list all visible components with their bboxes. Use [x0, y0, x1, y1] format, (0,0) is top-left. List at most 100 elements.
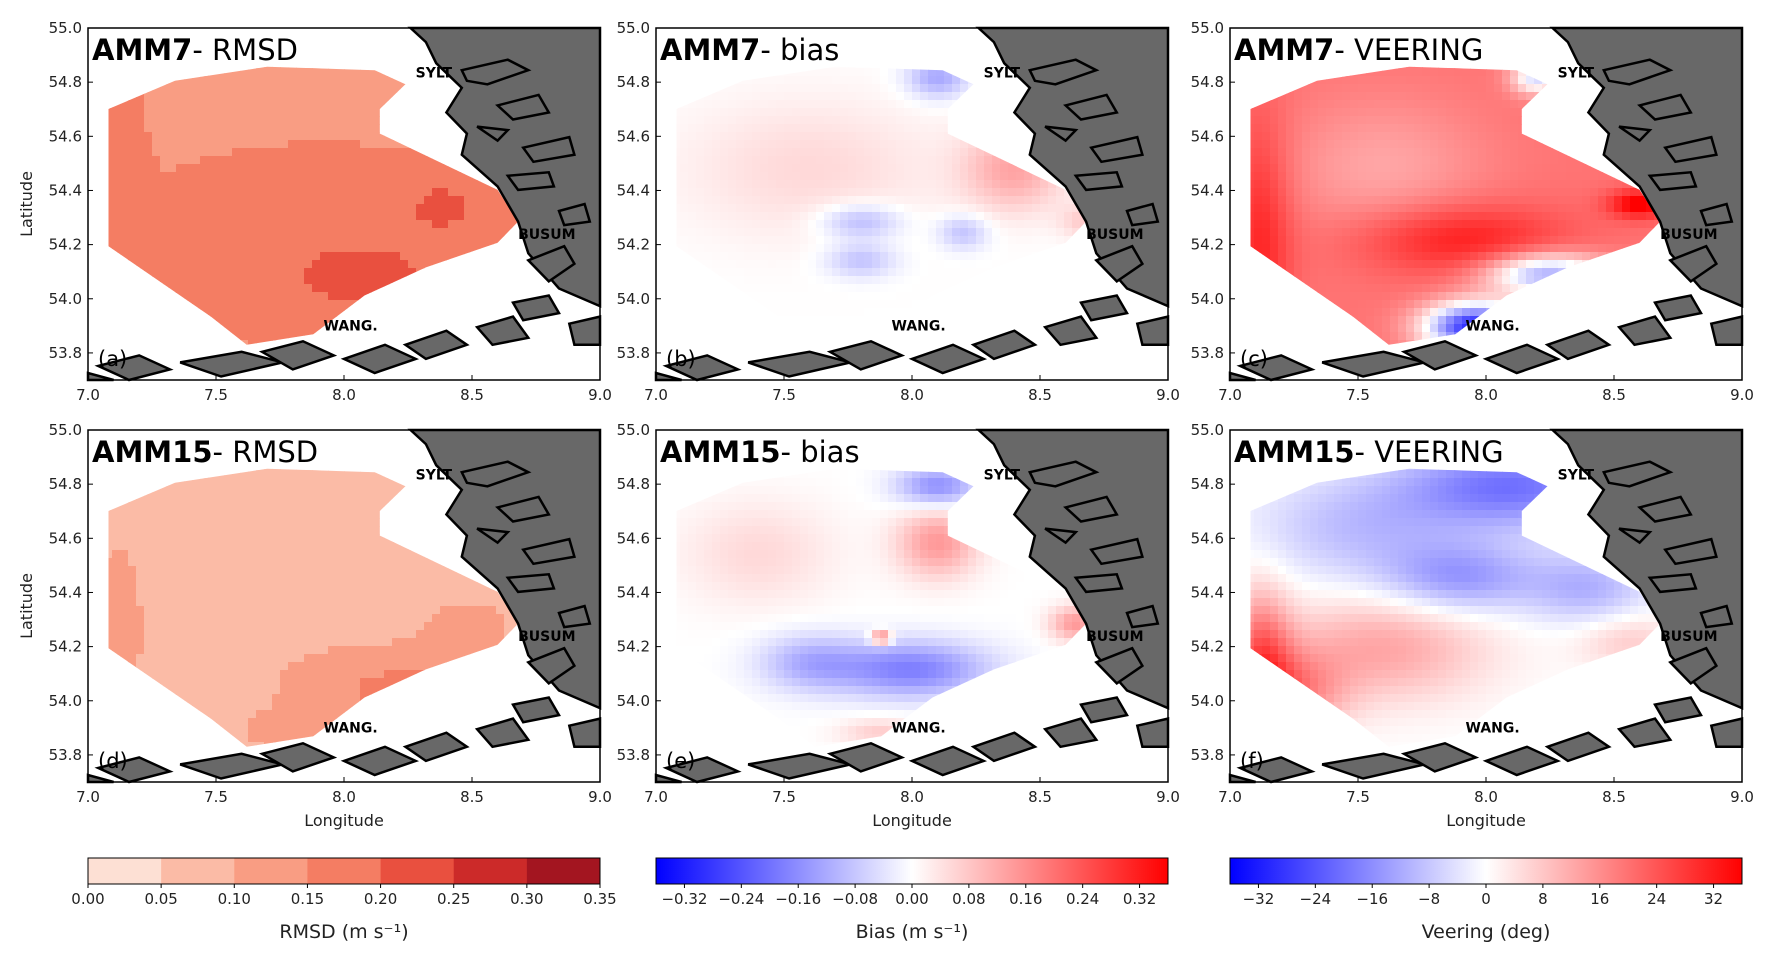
field-cell [824, 212, 833, 221]
field-cell [392, 172, 401, 181]
field-cell [136, 156, 145, 165]
field-cell [232, 100, 241, 109]
field-cell [336, 204, 345, 213]
field-cell [280, 180, 289, 189]
field-cell [888, 36, 897, 45]
field-cell [168, 92, 177, 101]
field-cell [760, 260, 769, 269]
field-cell [992, 300, 1001, 309]
field-cell [872, 116, 881, 125]
field-cell [728, 180, 737, 189]
field-cell [480, 228, 489, 237]
field-cell [832, 324, 841, 333]
field-cell [696, 332, 705, 341]
field-cell [976, 148, 985, 157]
field-cell [184, 292, 193, 301]
field-cell [960, 124, 969, 133]
field-cell [688, 188, 697, 197]
field-cell [848, 188, 857, 197]
field-cell [272, 148, 281, 157]
field-cell [152, 244, 161, 253]
field-cell [264, 188, 273, 197]
field-cell [856, 236, 865, 245]
field-cell [136, 140, 145, 149]
field-cell [216, 276, 225, 285]
field-cell [408, 308, 417, 317]
field-cell [816, 92, 825, 101]
field-cell [408, 364, 417, 373]
field-cell [144, 220, 153, 229]
field-cell [408, 36, 417, 45]
field-cell [760, 204, 769, 213]
field-cell [928, 268, 937, 277]
field-cell [368, 300, 377, 309]
field-cell [808, 244, 817, 253]
field-cell [264, 76, 273, 85]
field-cell [472, 348, 481, 357]
field-cell [360, 36, 369, 45]
field-cell [344, 212, 353, 221]
field-cell [888, 92, 897, 101]
field-cell [944, 66, 953, 69]
field-cell [200, 236, 209, 245]
field-cell [184, 180, 193, 189]
field-cell [896, 52, 905, 61]
field-cell [424, 268, 433, 277]
field-cell [472, 284, 481, 293]
field-cell [848, 268, 857, 277]
field-cell [336, 244, 345, 253]
field-cell [288, 244, 297, 253]
field-cell [872, 124, 881, 133]
field-cell [864, 260, 873, 269]
field-cell [464, 252, 473, 261]
field-cell [328, 124, 337, 133]
field-cell [296, 292, 305, 301]
field-cell [432, 132, 441, 141]
field-cell [456, 204, 465, 213]
field-cell [320, 252, 329, 261]
field-cell [888, 172, 897, 181]
field-cell [224, 340, 233, 345]
field-cell [456, 284, 465, 293]
field-cell [200, 332, 209, 341]
field-cell [336, 116, 345, 125]
field-cell [856, 156, 865, 165]
field-cell [256, 324, 265, 333]
field-cell [352, 308, 361, 317]
field-cell [1016, 140, 1025, 149]
field-cell [480, 260, 489, 269]
field-cell [112, 260, 121, 269]
field-cell [352, 116, 361, 125]
field-cell [456, 364, 465, 373]
field-cell [808, 156, 817, 165]
field-cell [776, 268, 785, 277]
field-cell [296, 196, 305, 205]
field-cell [192, 164, 201, 173]
field-cell [744, 284, 753, 293]
field-cell [728, 108, 737, 117]
field-cell [776, 116, 785, 125]
field-cell [400, 236, 409, 245]
field-cell [832, 332, 841, 341]
field-cell [784, 220, 793, 229]
field-cell [336, 292, 345, 301]
field-cell [112, 324, 121, 333]
field-cell [200, 324, 209, 333]
field-cell [720, 260, 729, 269]
field-cell [824, 324, 833, 333]
field-cell [720, 164, 729, 173]
field-cell [832, 84, 841, 93]
field-cell [400, 156, 409, 165]
field-cell [336, 156, 345, 165]
field-cell [456, 244, 465, 253]
field-cell [864, 116, 873, 125]
field-cell [912, 364, 921, 373]
field-cell [112, 100, 121, 109]
field-cell [736, 220, 745, 229]
field-cell [944, 308, 953, 317]
field-cell [976, 180, 985, 189]
field-cell [928, 68, 937, 77]
field-cell [232, 92, 241, 101]
field-cell [440, 356, 449, 365]
field-cell [144, 244, 153, 253]
